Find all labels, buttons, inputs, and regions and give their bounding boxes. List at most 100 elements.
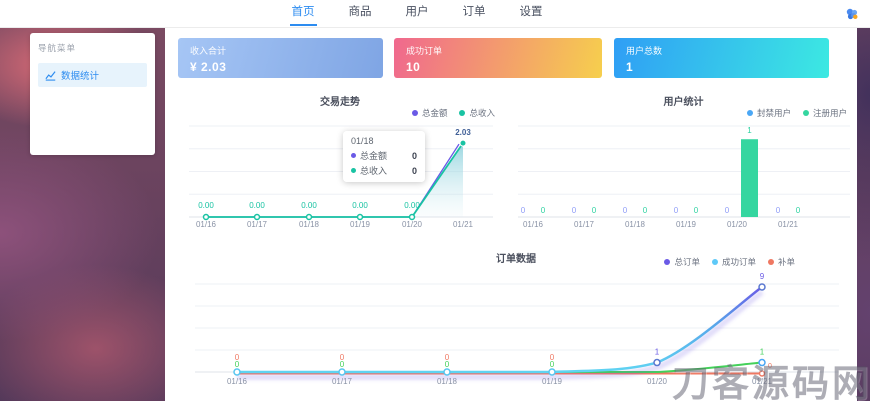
- svg-text:0: 0: [550, 353, 555, 362]
- svg-text:0.00: 0.00: [352, 201, 368, 210]
- legend-item-registered-users[interactable]: 注册用户: [802, 107, 847, 119]
- svg-text:01/21: 01/21: [453, 220, 474, 229]
- legend-item-total-orders[interactable]: 总订单: [664, 256, 700, 268]
- svg-text:0: 0: [776, 206, 781, 215]
- legend-dot-icon: [664, 259, 671, 265]
- bar-chart-icon: [45, 70, 56, 81]
- legend-dot-icon: [711, 259, 718, 265]
- svg-text:0: 0: [572, 206, 577, 215]
- stat-card-total-users: 用户总数 1: [614, 38, 829, 78]
- svg-text:01/17: 01/17: [247, 220, 268, 229]
- svg-text:0: 0: [643, 206, 648, 215]
- svg-text:0: 0: [541, 206, 546, 215]
- svg-text:01/16: 01/16: [196, 220, 217, 229]
- tooltip-row: 总金额 0: [351, 149, 417, 162]
- chart-legend: 封禁用户 注册用户: [746, 107, 847, 119]
- svg-text:1: 1: [747, 126, 752, 135]
- svg-text:01/19: 01/19: [350, 220, 371, 229]
- nav-tab-settings[interactable]: 设置: [519, 6, 543, 19]
- svg-text:0: 0: [445, 360, 450, 369]
- stat-card-value: ¥ 2.03: [190, 60, 227, 74]
- svg-text:0: 0: [796, 206, 801, 215]
- svg-text:2.03: 2.03: [455, 128, 471, 137]
- chart-legend: 总订单 成功订单 补单: [664, 256, 795, 268]
- transactions-chart-canvas[interactable]: 0.00 01/16 0.00 01/17 0.00 01/18 0.00 01/19 0.00…: [175, 117, 505, 239]
- legend-item-total-income[interactable]: 总收入: [459, 107, 495, 119]
- nav-tab-products[interactable]: 商品: [348, 6, 372, 19]
- svg-text:01/16: 01/16: [227, 377, 248, 386]
- legend-dot-icon: [767, 259, 774, 265]
- svg-text:0: 0: [768, 363, 772, 370]
- chart-title: 用户统计: [663, 97, 704, 108]
- tooltip-date: 01/18: [351, 136, 374, 146]
- svg-text:01/20: 01/20: [727, 220, 748, 229]
- svg-text:0: 0: [235, 360, 240, 369]
- svg-text:01/16: 01/16: [523, 220, 544, 229]
- chart-title: 交易走势: [320, 97, 360, 108]
- legend-item-total-amount[interactable]: 总金额: [411, 107, 447, 119]
- sidebar-item-label: 数据统计: [61, 71, 100, 82]
- order-data-chart: 订单数据 总订单 成功订单 补单 0 0 0 0 0 0 0 0 1 9 1 0 01/16 01/17 0…: [175, 244, 857, 400]
- svg-text:0: 0: [445, 353, 450, 362]
- chart-legend: 总金额 总收入: [411, 107, 495, 119]
- svg-text:01/18: 01/18: [625, 220, 646, 229]
- sidebar: 导航菜单 数据统计: [30, 33, 155, 155]
- svg-text:01/20: 01/20: [402, 220, 423, 229]
- svg-text:0: 0: [521, 206, 526, 215]
- svg-text:0: 0: [340, 353, 345, 362]
- users-chart-canvas[interactable]: 0 0 01/16 0 0 01/17 0 0 01/18 0 0 01/19 0 1 01/20 0 0 01/…: [510, 117, 857, 239]
- nav-tab-orders[interactable]: 订单: [462, 6, 486, 19]
- legend-dot-icon: [802, 110, 809, 116]
- stat-card-label: 成功订单: [406, 46, 443, 56]
- sidebar-title: 导航菜单: [38, 43, 77, 53]
- svg-text:0.00: 0.00: [198, 201, 214, 210]
- svg-text:01/18: 01/18: [299, 220, 320, 229]
- tooltip-row: 总收入 0: [351, 164, 417, 177]
- legend-dot-icon: [351, 168, 356, 173]
- svg-text:01/17: 01/17: [332, 377, 353, 386]
- gem-avatar-icon: [846, 8, 858, 20]
- stat-card-label: 用户总数: [626, 46, 663, 56]
- stat-card-label: 收入合计: [190, 46, 227, 56]
- stat-card-total-income: 收入合计 ¥ 2.03: [178, 38, 383, 78]
- svg-text:0: 0: [623, 206, 628, 215]
- nav-tab-home[interactable]: 首页: [289, 1, 317, 26]
- legend-dot-icon: [351, 153, 356, 158]
- legend-item-success-orders[interactable]: 成功订单: [711, 256, 756, 268]
- svg-text:01/21: 01/21: [778, 220, 799, 229]
- legend-dot-icon: [746, 110, 753, 116]
- svg-text:0.00: 0.00: [249, 201, 265, 210]
- svg-text:0: 0: [235, 353, 240, 362]
- svg-text:01/18: 01/18: [437, 377, 458, 386]
- legend-item-banned-users[interactable]: 封禁用户: [746, 107, 791, 119]
- svg-text:1: 1: [760, 348, 765, 357]
- main-content-panel: 收入合计 ¥ 2.03 成功订单 10 用户总数 1 交易走势 总金额 总收入 …: [165, 27, 857, 401]
- svg-text:0: 0: [550, 360, 555, 369]
- svg-text:01/19: 01/19: [676, 220, 697, 229]
- svg-text:0: 0: [725, 206, 730, 215]
- user-statistics-chart: 用户统计 封禁用户 注册用户 0 0 01/16 0 0 01/17 0 0 01/18 0 0 01…: [510, 87, 857, 239]
- svg-text:0: 0: [694, 206, 699, 215]
- stat-card-value: 1: [626, 60, 634, 74]
- svg-text:01/19: 01/19: [542, 377, 563, 386]
- legend-dot-icon: [459, 110, 466, 116]
- stat-card-success-orders: 成功订单 10: [394, 38, 602, 78]
- chart-title: 订单数据: [496, 254, 536, 265]
- legend-dot-icon: [411, 110, 418, 116]
- svg-text:01/21: 01/21: [752, 377, 773, 386]
- svg-text:0.00: 0.00: [301, 201, 317, 210]
- nav-tab-users[interactable]: 用户: [405, 6, 429, 19]
- svg-text:0.00: 0.00: [404, 201, 420, 210]
- stat-card-value: 10: [406, 60, 421, 74]
- top-navigation-bar: 首页 商品 用户 订单 设置: [0, 0, 870, 28]
- svg-text:0: 0: [674, 206, 679, 215]
- avatar[interactable]: [844, 6, 860, 22]
- sidebar-item-data-statistics[interactable]: 数据统计: [38, 63, 147, 87]
- svg-text:0: 0: [340, 360, 345, 369]
- main-nav: 首页 商品 用户 订单 设置: [289, 1, 545, 26]
- svg-text:9: 9: [760, 272, 765, 281]
- legend-item-reissue-orders[interactable]: 补单: [767, 256, 795, 268]
- svg-text:01/20: 01/20: [647, 377, 668, 386]
- chart-tooltip: 01/18 总金额 0 总收入 0: [343, 131, 425, 182]
